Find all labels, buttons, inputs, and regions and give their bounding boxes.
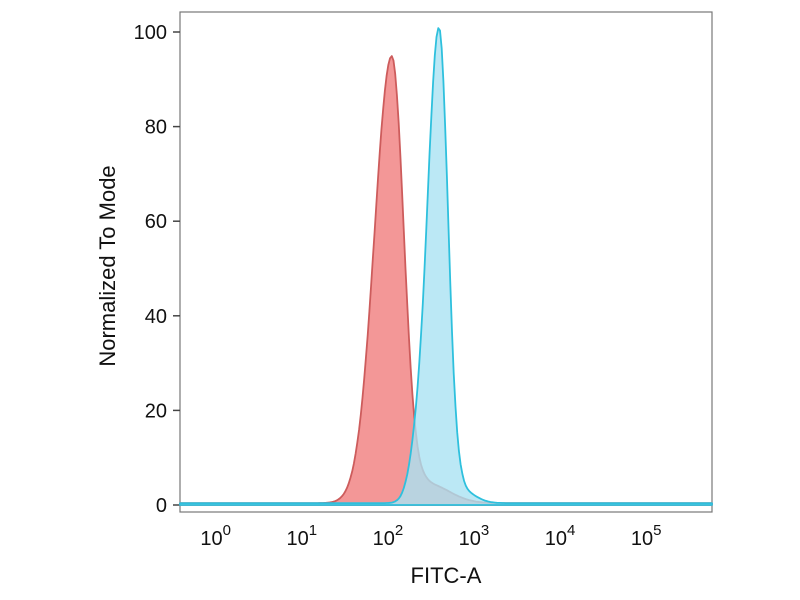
x-tick-label: 105 xyxy=(631,522,662,550)
x-tick-label: 104 xyxy=(545,522,576,550)
x-tick-label: 102 xyxy=(373,522,404,550)
x-axis-title: FITC-A xyxy=(410,563,482,588)
y-tick-label: 80 xyxy=(145,117,167,139)
cyan-peak-curve xyxy=(179,27,713,506)
y-tick-label: 60 xyxy=(145,211,167,233)
x-tick-label: 101 xyxy=(286,522,317,550)
y-tick-label: 40 xyxy=(145,306,167,328)
y-axis-title: Normalized To Mode xyxy=(95,165,120,367)
y-tick-label: 0 xyxy=(156,495,167,517)
x-tick-label: 100 xyxy=(200,522,231,550)
y-tick-label: 100 xyxy=(134,22,167,44)
x-tick-label: 103 xyxy=(459,522,490,550)
y-tick-label: 20 xyxy=(145,400,167,422)
